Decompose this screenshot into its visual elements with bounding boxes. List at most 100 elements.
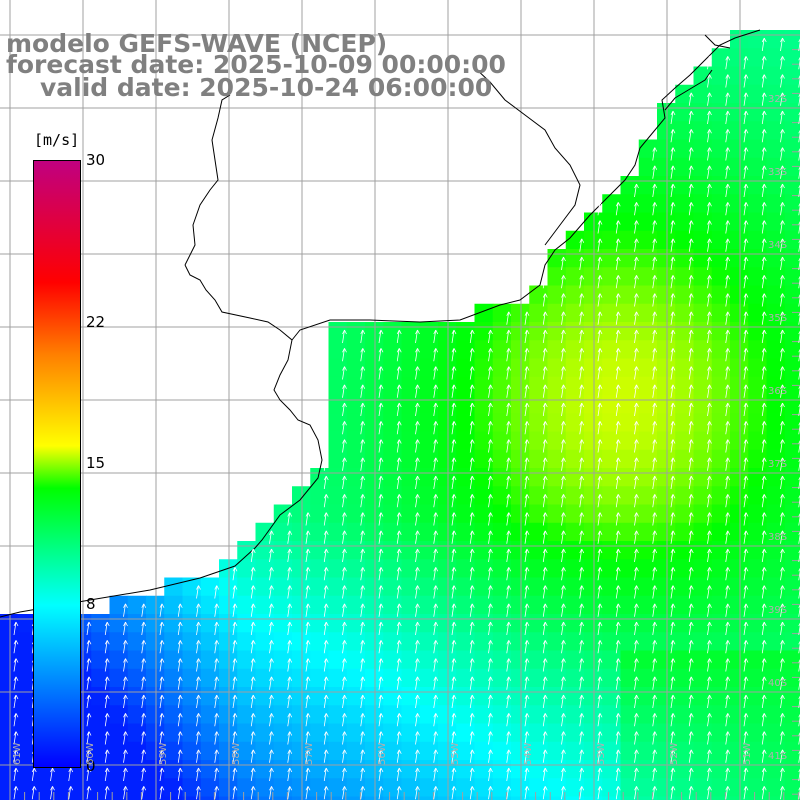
wind-cell [766,723,786,743]
wind-arrow [68,786,74,800]
wind-cell [383,358,403,378]
wind-cell [419,376,439,396]
wind-cell [584,376,603,396]
wind-arrow [615,694,621,709]
wind-cell [748,632,768,652]
wind-arrow [433,366,439,380]
wind-cell [328,668,348,688]
wind-arrow [761,439,767,453]
wind-cell [638,650,658,670]
wind-arrow [615,767,621,782]
wind-cell [711,340,731,360]
wind-cell [620,668,640,688]
wind-arrow [86,731,92,745]
wind-cell [565,650,585,670]
wind-arrow [634,676,639,690]
longitude-label: 56W [377,742,388,765]
wind-arrow [780,713,785,727]
wind-cell [547,577,567,597]
wind-cell [511,522,530,542]
wind-arrow [688,567,694,581]
wind-arrow [561,676,566,690]
wind-cell [638,796,658,800]
wind-cell [474,796,494,800]
wind-cell [711,376,731,396]
wind-cell [292,559,311,579]
wind-arrow [725,348,731,362]
wind-cell [766,778,786,798]
wind-arrow [159,640,165,654]
wind-arrow [451,567,457,581]
wind-arrow [634,457,639,471]
wind-arrow [323,767,329,782]
wind-arrow [287,694,293,709]
wind-arrow [378,402,384,417]
wind-arrow [469,786,475,800]
wind-arrow [86,676,92,690]
colorbar-tick-label: 30 [86,151,106,169]
wind-arrow [725,694,731,709]
wind-arrow [433,384,439,398]
wind-cell [529,741,549,761]
wind-arrow [579,439,585,453]
wind-arrow [360,348,366,362]
wind-arrow [469,640,475,654]
wind-arrow [761,530,767,544]
wind-arrow [469,512,475,526]
wind-arrow [342,749,347,763]
wind-cell [565,267,585,287]
wind-cell [711,705,731,725]
wind-arrow [707,421,712,435]
wind-arrow [652,238,658,252]
wind-cell [730,66,749,86]
wind-cell [784,577,800,597]
wind-cell [492,595,512,615]
wind-cell [602,431,622,451]
wind-cell [638,559,658,579]
wind-arrow [159,767,165,782]
wind-arrow [232,640,238,654]
wind-cell [711,449,731,469]
wind-arrow [469,603,475,617]
wind-cell [657,267,676,287]
wind-arrow [524,439,530,453]
wind-arrow [743,548,749,563]
wind-arrow [415,384,420,398]
wind-cell [182,650,202,670]
wind-arrow [652,603,658,617]
wind-arrow [13,749,19,763]
wind-cell [419,522,439,542]
wind-cell [511,504,530,524]
wind-cell [711,267,731,287]
wind-cell [711,48,731,68]
wind-arrow [597,767,603,782]
wind-arrow [761,293,767,307]
wind-arrow [232,621,238,636]
wind-cell [657,595,676,615]
wind-cell [456,595,476,615]
wind-arrow [214,713,220,727]
wind-cell [456,632,476,652]
wind-arrow [542,548,548,563]
wind-arrow [396,567,402,581]
wind-cell [675,741,695,761]
wind-arrow [433,694,439,709]
wind-arrow [579,293,585,307]
wind-arrow [670,402,676,417]
wind-arrow [159,694,165,709]
wind-cell [511,559,530,579]
wind-cell [711,668,731,688]
wind-cell [547,522,567,542]
wind-arrow [415,585,420,599]
wind-cell [675,157,695,177]
wind-cell [182,668,202,688]
wind-arrow [378,457,384,471]
wind-cell [255,632,275,652]
wind-cell [219,668,238,688]
wind-arrow [506,384,512,398]
wind-arrow [743,129,749,143]
wind-arrow [670,494,676,508]
wind-cell [438,358,457,378]
wind-arrow [597,402,603,417]
wind-arrow [415,713,420,727]
